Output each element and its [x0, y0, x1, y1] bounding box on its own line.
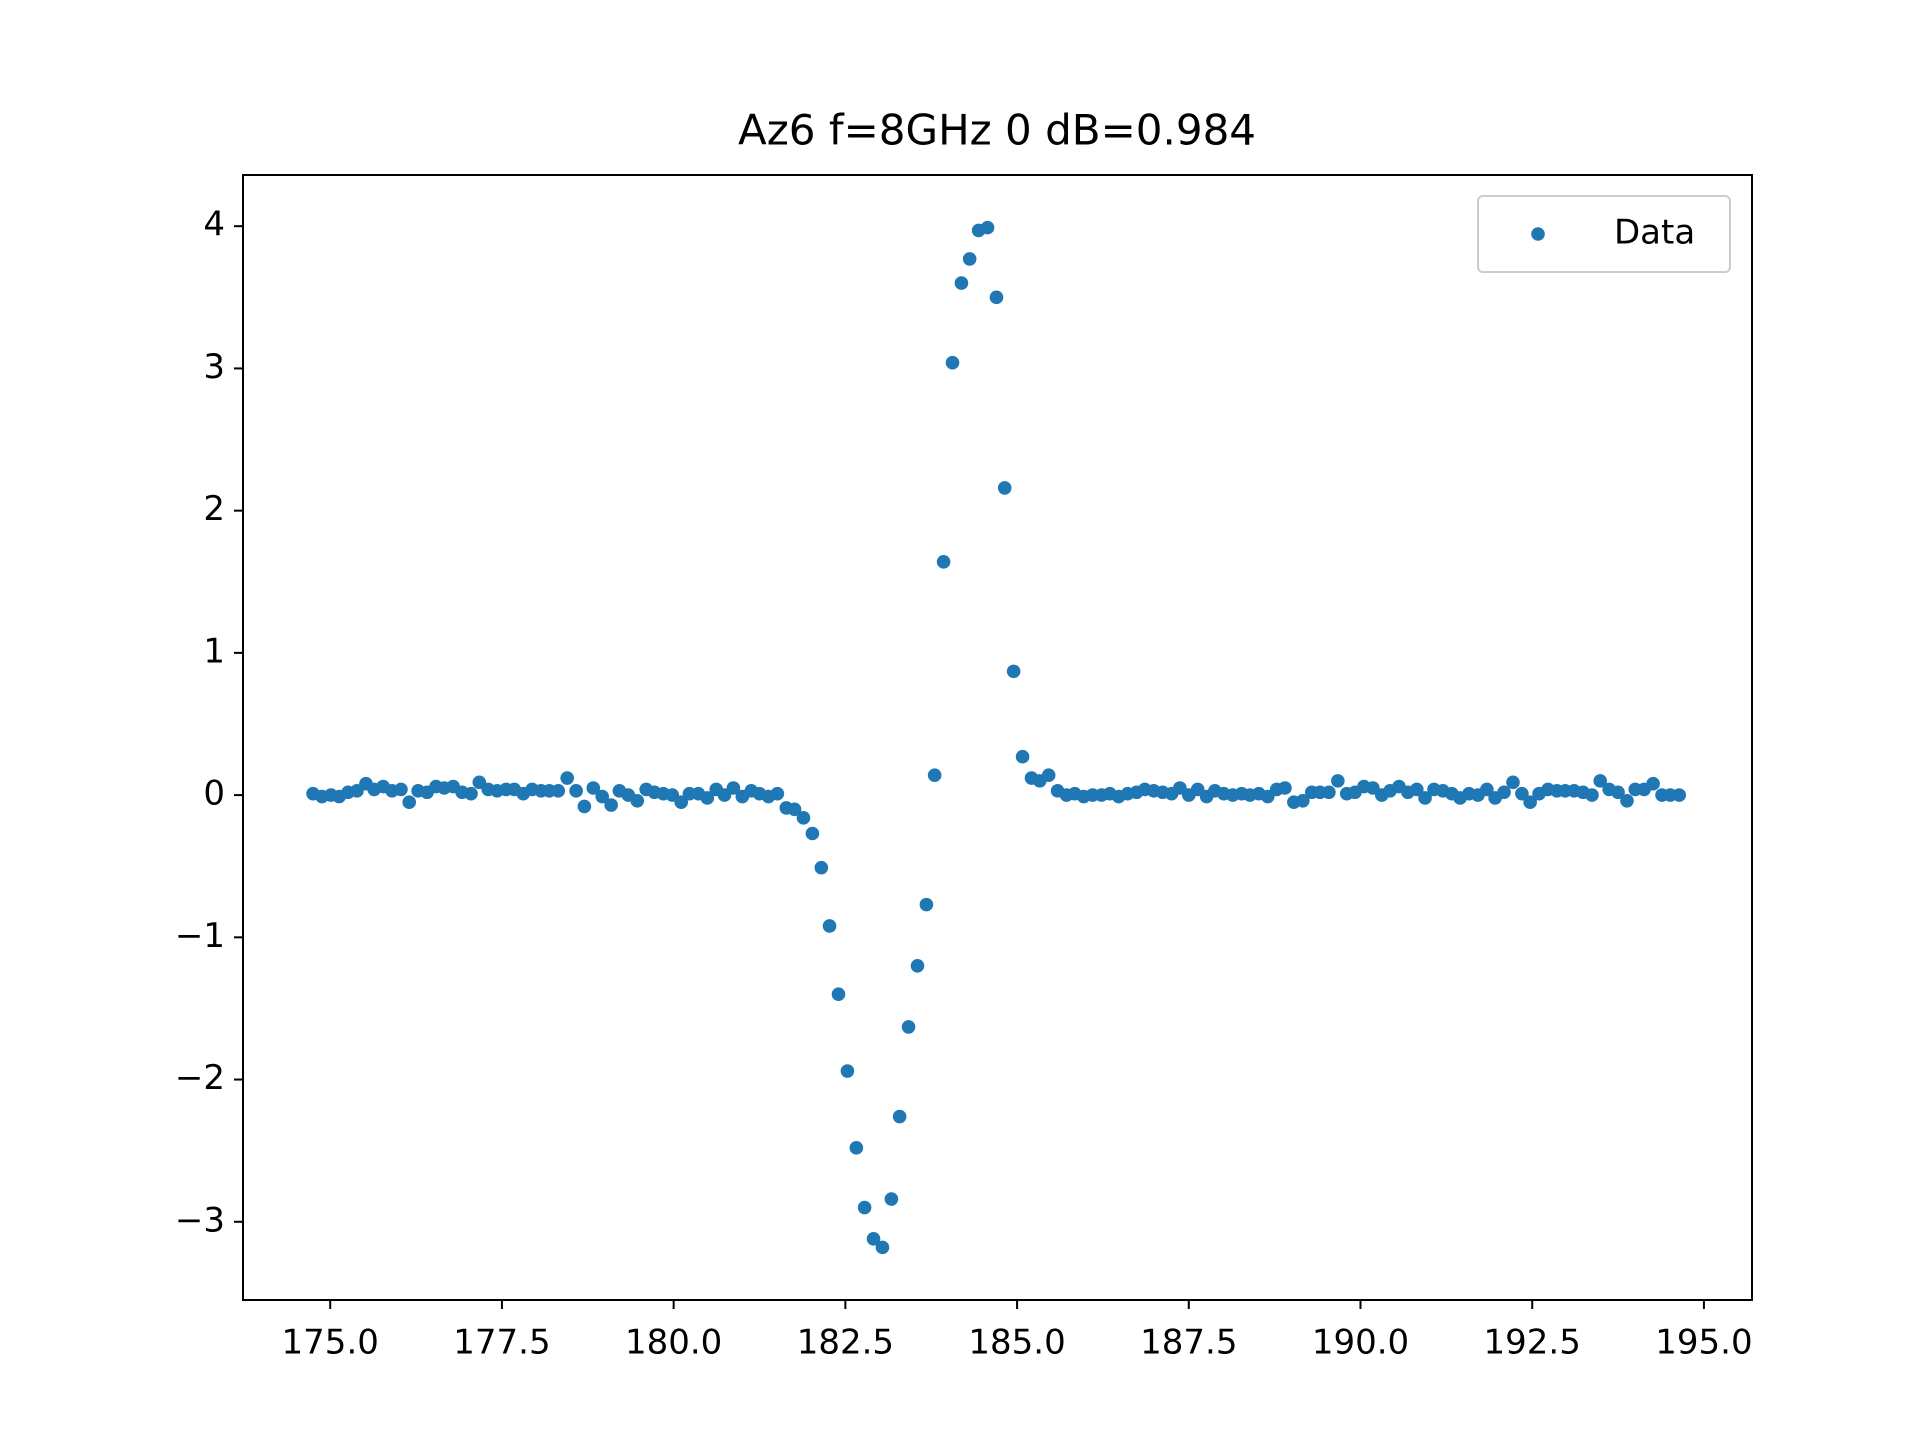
data-point — [831, 987, 846, 1002]
y-tick-label: 4 — [203, 205, 225, 245]
data-point — [962, 252, 977, 266]
x-tick-label: 177.5 — [453, 1323, 550, 1363]
data-point — [989, 290, 1004, 305]
data-point — [840, 1064, 855, 1078]
data-point — [954, 276, 969, 290]
y-tick-label: 2 — [203, 489, 225, 529]
y-tick-label: −3 — [175, 1200, 225, 1240]
data-point — [1646, 776, 1660, 791]
data-point — [1331, 774, 1345, 788]
y-tick-label: 0 — [203, 774, 225, 814]
legend-marker — [1531, 227, 1545, 241]
data-point — [857, 1200, 872, 1215]
data-point — [1006, 664, 1021, 679]
data-point — [402, 795, 417, 810]
data-point — [1278, 781, 1292, 795]
data-point — [901, 1020, 916, 1034]
data-point — [1015, 749, 1030, 764]
data-point — [1410, 782, 1424, 797]
x-tick-label: 185.0 — [968, 1323, 1065, 1363]
data-point — [577, 799, 592, 814]
data-point — [884, 1192, 899, 1206]
y-tick-label: 3 — [203, 347, 225, 387]
x-tick-label: 175.0 — [282, 1323, 379, 1363]
data-point — [1418, 791, 1432, 805]
plot-frame — [242, 174, 1753, 1301]
x-tick-label: 182.5 — [797, 1323, 894, 1363]
data-point — [604, 798, 618, 812]
data-point — [586, 781, 601, 795]
data-point — [394, 782, 408, 797]
data-point — [1322, 785, 1336, 800]
data-point — [849, 1141, 864, 1155]
data-point — [630, 793, 645, 808]
chart-title: Az6 f=8GHz 0 dB=0.984 — [738, 106, 1256, 155]
data-point — [1593, 774, 1608, 788]
x-tick-label: 195.0 — [1655, 1323, 1752, 1363]
data-point — [595, 789, 610, 804]
data-point — [980, 220, 995, 235]
y-tick-label: −1 — [175, 916, 225, 956]
data-point — [726, 781, 741, 795]
data-point — [936, 555, 951, 569]
data-point — [1041, 768, 1056, 782]
data-point — [1480, 782, 1494, 797]
data-point — [1523, 795, 1537, 810]
data-point — [464, 786, 478, 801]
data-point — [1620, 793, 1634, 808]
data-point — [814, 860, 829, 875]
data-point — [997, 481, 1012, 495]
data-point — [1506, 775, 1520, 790]
data-point — [919, 897, 934, 912]
y-tick-label: −2 — [175, 1058, 225, 1098]
x-tick-label: 187.5 — [1140, 1323, 1237, 1363]
data-point — [1515, 786, 1529, 801]
data-point — [866, 1232, 881, 1246]
data-point — [1296, 793, 1310, 808]
data-point — [551, 784, 566, 798]
data-point — [945, 355, 960, 370]
x-tick-label: 190.0 — [1312, 1323, 1409, 1363]
data-point — [1672, 788, 1686, 802]
data-point — [1585, 788, 1599, 802]
data-point — [875, 1240, 890, 1255]
data-point — [1497, 785, 1511, 800]
data-point — [796, 811, 811, 825]
data-point — [1611, 785, 1625, 800]
data-point — [674, 795, 689, 810]
data-point — [700, 791, 715, 805]
data-point — [822, 919, 837, 933]
legend-box — [1477, 195, 1731, 273]
data-point — [910, 958, 925, 973]
y-tick-label: 1 — [203, 631, 225, 671]
data-point — [770, 786, 785, 801]
data-point — [892, 1109, 907, 1124]
data-point — [787, 802, 802, 817]
data-point — [805, 826, 820, 841]
data-point — [569, 784, 583, 798]
x-tick-label: 180.0 — [625, 1323, 722, 1363]
data-point — [560, 771, 574, 785]
x-tick-label: 192.5 — [1484, 1323, 1581, 1363]
data-point — [927, 768, 942, 782]
legend-label: Data — [1614, 213, 1695, 253]
